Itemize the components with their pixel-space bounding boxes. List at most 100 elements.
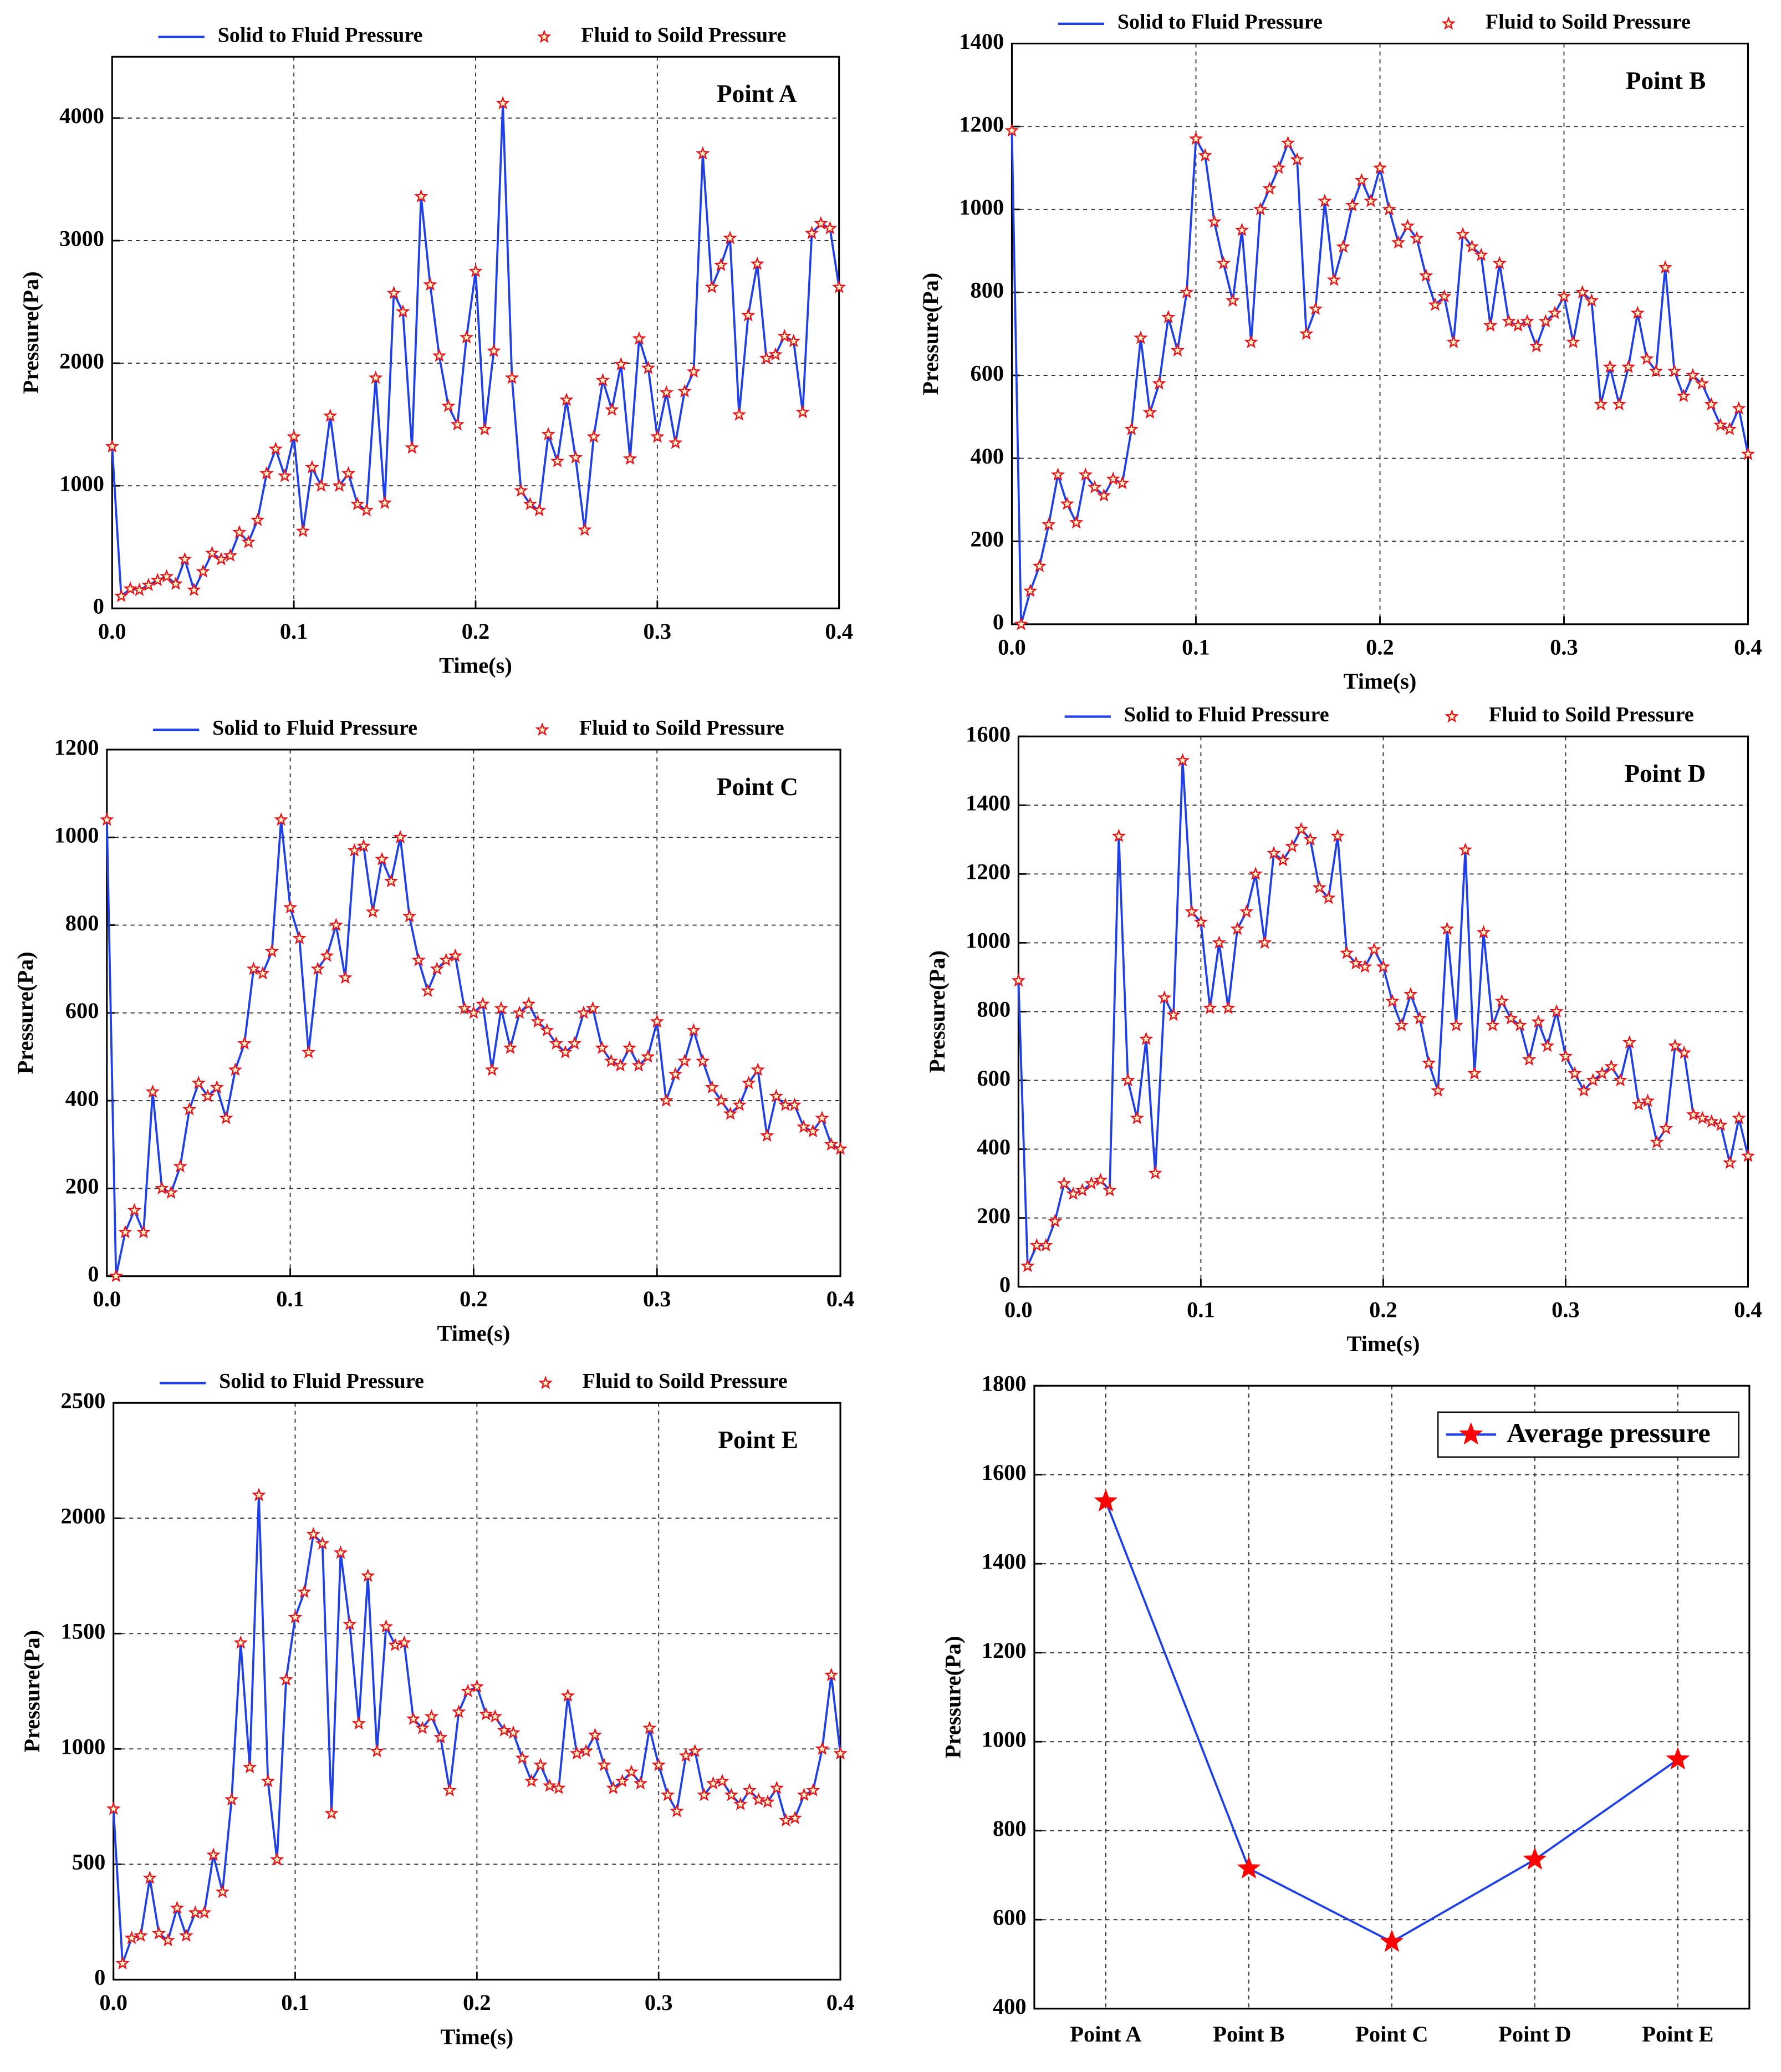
star-marker — [833, 1746, 848, 1760]
chart-title: Point C — [717, 773, 798, 801]
star-marker — [1612, 396, 1626, 411]
star-marker — [569, 1746, 584, 1760]
y-tick-label: 1600 — [982, 1460, 1027, 1485]
star-marker — [182, 1102, 197, 1116]
x-tick-label: Point A — [1070, 2022, 1141, 2046]
star-marker — [237, 1036, 252, 1050]
star-marker — [1285, 839, 1299, 853]
star-marker — [787, 1097, 802, 1111]
star-marker — [132, 582, 147, 596]
y-tick-label: 1000 — [959, 195, 1004, 220]
star-marker — [1290, 152, 1304, 166]
star-marker — [461, 1683, 475, 1698]
star-marker — [1084, 1176, 1099, 1190]
star-marker — [1391, 235, 1406, 249]
star-marker — [1549, 1004, 1564, 1018]
star-marker — [579, 1744, 593, 1758]
star-marker — [606, 1780, 621, 1794]
star-marker — [640, 1049, 655, 1063]
star-marker — [1440, 922, 1455, 935]
star-marker — [393, 829, 407, 844]
y-axis-label: Pressure(Pa) — [940, 1636, 965, 1759]
star-marker — [414, 189, 428, 203]
star-marker — [105, 439, 120, 453]
star-marker — [1658, 260, 1672, 274]
star-marker — [1704, 396, 1718, 411]
star-marker — [530, 1014, 545, 1028]
star-marker — [697, 1788, 711, 1801]
y-tick-label: 200 — [970, 527, 1004, 552]
star-marker — [278, 469, 292, 482]
star-marker — [368, 370, 383, 384]
star-marker — [1523, 1847, 1547, 1870]
legend-label: Fluid to Soild Pressure — [581, 23, 786, 47]
star-marker — [1631, 1097, 1646, 1111]
star-marker — [1193, 914, 1208, 929]
star-marker — [659, 1093, 673, 1107]
star-marker — [1722, 1155, 1737, 1169]
star-marker — [1575, 285, 1590, 299]
y-tick-label: 600 — [970, 360, 1004, 385]
star-marker — [1330, 828, 1345, 842]
star-marker — [1557, 289, 1571, 303]
star-marker — [668, 435, 683, 449]
x-tick-label: 0.2 — [462, 619, 490, 644]
star-marker — [1667, 364, 1682, 378]
y-tick-label: 0 — [93, 594, 104, 619]
star-marker — [741, 308, 756, 322]
star-marker — [169, 576, 183, 590]
star-marker — [219, 1111, 233, 1124]
x-tick-label: 0.1 — [1187, 1297, 1215, 1322]
star-marker — [686, 364, 701, 378]
star-marker — [210, 1080, 224, 1094]
star-marker — [688, 1744, 702, 1758]
y-tick-label: 1000 — [54, 823, 99, 848]
star-marker — [288, 1610, 303, 1623]
y-tick-label: 600 — [977, 1066, 1011, 1091]
star-marker — [503, 1040, 518, 1055]
star-marker — [514, 483, 528, 497]
star-marker — [1668, 1038, 1682, 1052]
star-marker — [1152, 376, 1166, 390]
star-marker — [751, 1062, 765, 1076]
y-tick-label: 500 — [72, 1850, 106, 1875]
x-tick-label: Point B — [1213, 2022, 1284, 2046]
star-marker — [1170, 343, 1185, 357]
star-marker — [1094, 1489, 1118, 1512]
x-tick-label: 0.2 — [463, 1990, 491, 2015]
star-marker — [759, 350, 774, 365]
star-marker — [306, 1526, 321, 1541]
star-marker — [1275, 853, 1290, 867]
star-marker — [1066, 1186, 1080, 1200]
star-marker — [1492, 256, 1507, 269]
star-marker — [1686, 368, 1700, 381]
star-marker — [1394, 1017, 1409, 1032]
star-marker — [432, 348, 447, 362]
star-marker — [1312, 880, 1327, 894]
star-marker — [1280, 135, 1295, 149]
star-marker — [613, 1058, 627, 1072]
star-marker — [115, 1956, 130, 1970]
star-marker — [560, 1688, 575, 1702]
star-marker — [705, 279, 719, 293]
star-marker — [384, 874, 399, 888]
star-marker — [232, 525, 247, 539]
star-marker — [301, 1045, 316, 1058]
star-marker — [549, 1036, 564, 1050]
star-marker — [559, 393, 574, 406]
plot-frame — [106, 749, 841, 1277]
star-marker — [577, 522, 592, 536]
star-marker — [668, 1067, 683, 1081]
star-marker — [268, 441, 283, 455]
x-tick-label: 0.4 — [826, 1286, 855, 1311]
star-marker — [1166, 1007, 1181, 1021]
y-tick-label: 2500 — [60, 1388, 105, 1413]
chart-title: Point D — [1624, 760, 1706, 787]
star-marker — [723, 231, 737, 245]
star-marker — [333, 1545, 348, 1559]
star-marker — [1741, 446, 1756, 460]
star-marker — [1529, 339, 1544, 353]
star-marker — [1212, 935, 1227, 949]
star-marker — [1267, 846, 1281, 859]
star-marker — [292, 930, 307, 945]
